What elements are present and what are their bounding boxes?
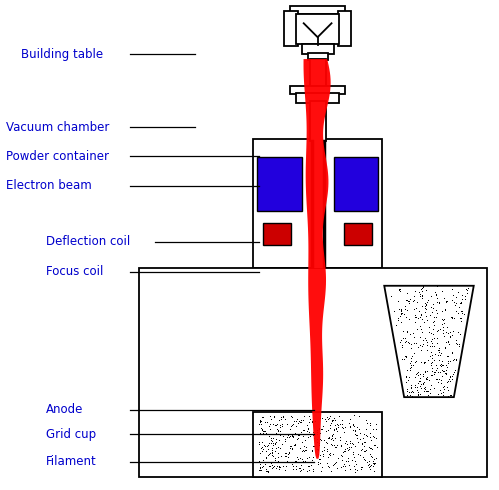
Bar	[333, 156, 378, 211]
Bar	[257, 156, 302, 211]
Polygon shape	[303, 59, 331, 459]
Bar	[311, 139, 324, 268]
Bar	[296, 93, 339, 103]
Polygon shape	[384, 286, 474, 397]
Bar	[253, 412, 382, 477]
Text: Building table: Building table	[21, 48, 103, 60]
Bar	[290, 86, 345, 94]
Bar	[310, 101, 325, 141]
Text: Anode: Anode	[46, 403, 83, 416]
Text: Deflection coil: Deflection coil	[46, 235, 130, 248]
Text: Grid cup: Grid cup	[46, 428, 96, 441]
Bar	[310, 59, 325, 89]
Bar	[284, 11, 298, 46]
Text: Vacuum chamber: Vacuum chamber	[6, 121, 110, 134]
Bar	[302, 44, 333, 54]
Bar	[344, 223, 372, 245]
Bar	[296, 14, 339, 44]
Bar	[337, 11, 351, 46]
Text: Electron beam: Electron beam	[6, 179, 92, 192]
Bar	[308, 53, 327, 60]
Bar	[290, 6, 345, 14]
Bar	[253, 139, 382, 268]
Bar	[263, 223, 291, 245]
Text: Filament: Filament	[46, 455, 97, 468]
Text: Powder container: Powder container	[6, 150, 109, 163]
Bar	[139, 268, 487, 477]
Text: Focus coil: Focus coil	[46, 265, 103, 278]
